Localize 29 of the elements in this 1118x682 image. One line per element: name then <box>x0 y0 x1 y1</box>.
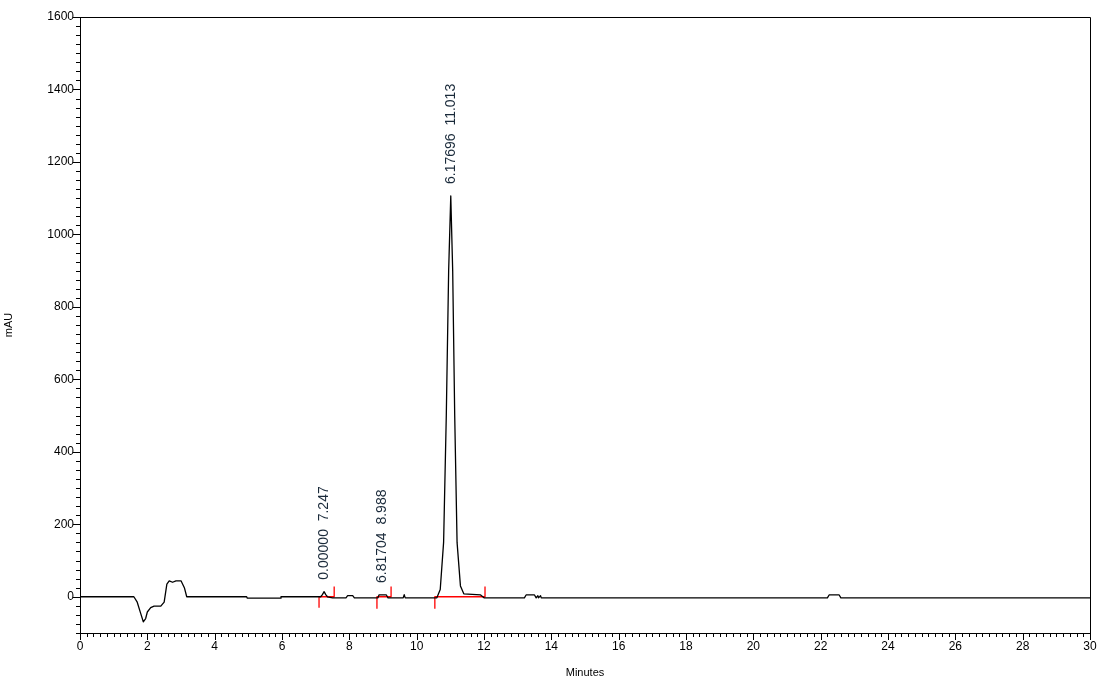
x-tick-label: 20 <box>746 638 761 653</box>
x-axis-title: Minutes <box>565 666 605 679</box>
x-tick-label: 22 <box>813 638 828 653</box>
x-tick-label: 16 <box>611 638 626 653</box>
y-tick-label: 1600 <box>47 9 75 24</box>
annotation: 0.00000 7.247 <box>314 486 331 580</box>
x-tick-label: 26 <box>948 638 963 653</box>
x-tick-label: 30 <box>1083 638 1097 653</box>
x-tick-label: 12 <box>477 638 491 653</box>
x-tick-label: 10 <box>409 638 424 653</box>
y-tick-label: 1400 <box>47 81 75 96</box>
y-tick-label: 600 <box>53 371 75 386</box>
y-tick-label: 200 <box>53 516 75 531</box>
y-tick-label: 1000 <box>47 226 75 241</box>
x-tick-label: 28 <box>1015 638 1030 653</box>
annotation: 6.81704 8.988 <box>373 489 390 583</box>
x-tick-label: 18 <box>679 638 693 653</box>
x-tick-label: 2 <box>143 638 151 653</box>
x-tick-label: 4 <box>211 638 219 653</box>
x-tick-label: 14 <box>544 638 559 653</box>
y-tick-label: 800 <box>53 299 75 314</box>
y-tick-label: 1200 <box>47 154 75 169</box>
x-tick-label: 8 <box>345 638 353 653</box>
x-tick-label: 6 <box>278 638 286 653</box>
y-axis-title: mAU <box>1 312 14 338</box>
y-tick-label: 400 <box>53 444 75 459</box>
x-tick-label: 24 <box>881 638 895 653</box>
y-tick-label: 0 <box>67 589 75 604</box>
annotation: 6.17696 11.013 <box>441 83 458 184</box>
